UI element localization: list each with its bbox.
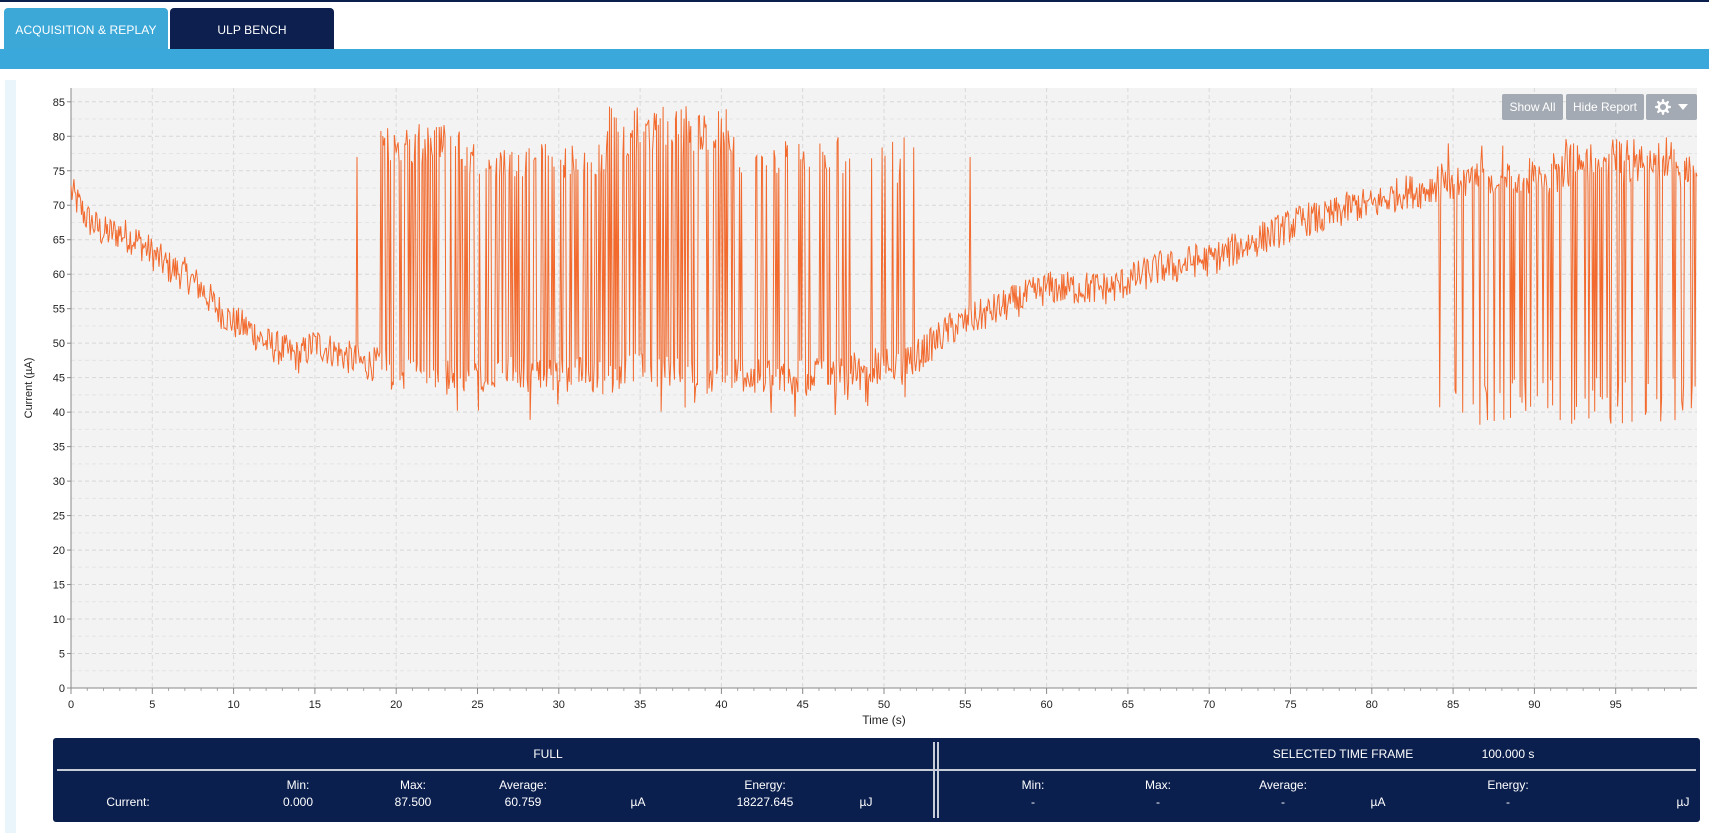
x-tick-label: 65	[1122, 699, 1134, 711]
selected-average-value: -	[1281, 795, 1285, 809]
tab-bar: ACQUISITION & REPLAY ULP BENCH	[0, 2, 1709, 51]
x-tick-label: 70	[1203, 699, 1215, 711]
chart-settings-dropdown[interactable]	[1646, 94, 1697, 120]
y-tick-label: 55	[53, 304, 65, 316]
y-tick-label: 40	[53, 407, 65, 419]
y-tick-label: 50	[53, 338, 65, 350]
full-min-value: 0.000	[282, 795, 314, 809]
x-tick-label: 5	[149, 699, 155, 711]
selected-current-unit: µA	[1370, 795, 1386, 809]
full-current-unit: µA	[630, 795, 646, 809]
x-axis-label: Time (s)	[862, 713, 906, 727]
left-panel-strip	[5, 80, 16, 833]
current-chart[interactable]: 0 5 10 15 20 25 30 35 40 45 50 55 60 65 70 75 80 85 0 5 10 15…	[18, 80, 1709, 730]
full-energy-value: 18227.645	[736, 795, 794, 809]
x-tick-label: 50	[878, 699, 890, 711]
current-row-label: Current:	[106, 795, 150, 809]
x-tick-label: 90	[1528, 699, 1540, 711]
report-selected-header: SELECTED TIME FRAME	[1272, 747, 1414, 761]
full-average-label: Average:	[499, 778, 547, 792]
selected-max-label: Max:	[1144, 778, 1171, 792]
x-tick-label: 10	[227, 699, 239, 711]
y-tick-label: 80	[53, 131, 65, 143]
chart-svg[interactable]: 0 5 10 15 20 25 30 35 40 45 50 55 60 65 70 75 80 85 0 5 10 15…	[18, 80, 1709, 730]
report-split-divider[interactable]	[933, 742, 939, 818]
full-max-label: Max:	[399, 778, 426, 792]
tab-ulp-bench[interactable]: ULP BENCH	[170, 8, 334, 51]
y-tick-label: 85	[53, 97, 65, 109]
y-tick-label: 15	[53, 580, 65, 592]
x-tick-label: 80	[1366, 699, 1378, 711]
y-tick-label: 20	[53, 545, 65, 557]
y-tick-label: 10	[53, 614, 65, 626]
selected-max-value: -	[1156, 795, 1160, 809]
full-min-label: Min:	[286, 778, 310, 792]
x-tick-label: 55	[959, 699, 971, 711]
x-tick-label: 0	[68, 699, 74, 711]
selected-min-label: Min:	[1021, 778, 1045, 792]
selected-energy-value: -	[1506, 795, 1510, 809]
x-tick-label: 40	[715, 699, 727, 711]
x-tick-label: 95	[1610, 699, 1622, 711]
x-tick-label: 25	[471, 699, 483, 711]
tab-acquisition-replay[interactable]: ACQUISITION & REPLAY	[4, 8, 168, 51]
plot-area[interactable]	[71, 88, 1697, 688]
y-tick-label: 60	[53, 269, 65, 281]
show-all-button[interactable]: Show All	[1502, 94, 1563, 120]
y-tick-label: 0	[59, 683, 65, 695]
selected-energy-unit: µJ	[1676, 795, 1690, 809]
y-tick-label: 65	[53, 235, 65, 247]
selected-energy-label: Energy:	[1487, 778, 1529, 792]
full-energy-label: Energy:	[744, 778, 786, 792]
selected-average-label: Average:	[1259, 778, 1307, 792]
y-tick-label: 35	[53, 442, 65, 454]
full-average-value: 60.759	[504, 795, 542, 809]
y-axis-label: Current (µA)	[23, 358, 35, 419]
y-tick-label: 5	[59, 649, 65, 661]
full-energy-unit: µJ	[859, 795, 873, 809]
report-full-header: FULL	[533, 747, 563, 761]
report-panel: FULL SELECTED TIME FRAME 100.000 s Min: …	[53, 738, 1700, 822]
y-tick-label: 30	[53, 476, 65, 488]
caret-down-icon	[1677, 104, 1688, 110]
x-tick-label: 60	[1040, 699, 1052, 711]
selected-min-value: -	[1031, 795, 1035, 809]
top-border	[0, 0, 1709, 2]
y-tick-label: 25	[53, 511, 65, 523]
y-tick-label: 75	[53, 166, 65, 178]
x-tick-label: 45	[797, 699, 809, 711]
x-tick-label: 20	[390, 699, 402, 711]
y-tick-label: 70	[53, 200, 65, 212]
report-selected-duration: 100.000 s	[1481, 747, 1535, 761]
current-series-line	[70, 106, 1698, 425]
report-separator	[57, 769, 1696, 771]
x-tick-label: 15	[309, 699, 321, 711]
x-tick-label: 35	[634, 699, 646, 711]
y-tick-label: 45	[53, 373, 65, 385]
axes: 0 5 10 15 20 25 30 35 40 45 50 55 60 65 70 75 80 85 0 5 10 15…	[53, 88, 1697, 711]
hide-report-button[interactable]: Hide Report	[1566, 94, 1644, 120]
x-tick-label: 30	[553, 699, 565, 711]
tab-content-header-bar	[0, 49, 1709, 69]
gear-icon	[1654, 99, 1671, 115]
x-tick-label: 85	[1447, 699, 1459, 711]
full-max-value: 87.500	[394, 795, 432, 809]
x-tick-label: 75	[1284, 699, 1296, 711]
